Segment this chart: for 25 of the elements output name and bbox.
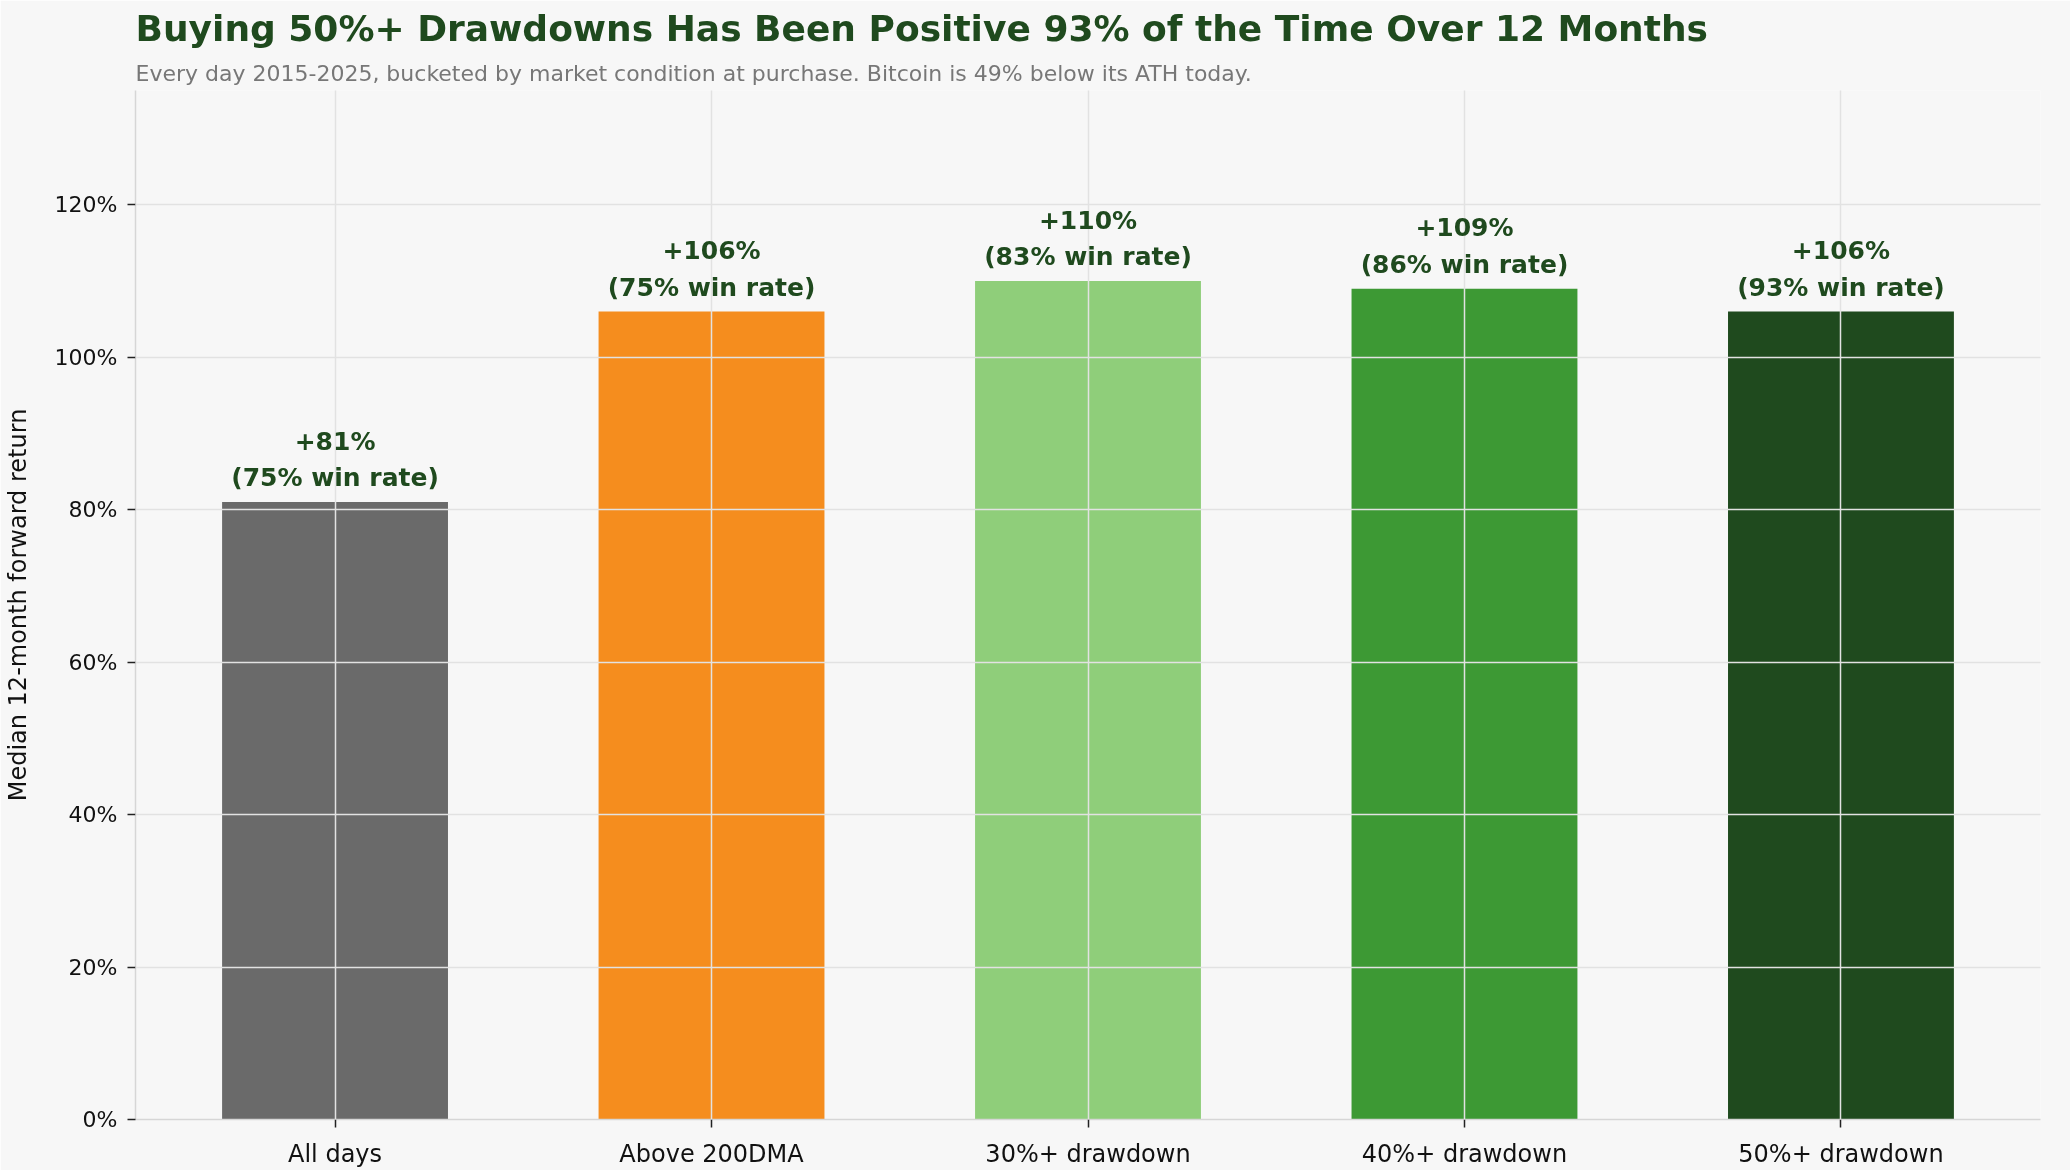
y-tick-label: 100% bbox=[54, 344, 118, 370]
x-tick-label: Above 200DMA bbox=[619, 1139, 805, 1168]
bar bbox=[222, 502, 448, 1120]
data-label: +106% (93% win rate) bbox=[1737, 236, 1945, 302]
x-tick-label: 50%+ drawdown bbox=[1738, 1139, 1944, 1168]
data-label: +81% (75% win rate) bbox=[231, 426, 439, 493]
chart-title: Buying 50%+ Drawdowns Has Been Positive 93% of the Time Over 12 Months bbox=[135, 7, 1709, 49]
y-tick-label: 60% bbox=[68, 649, 118, 675]
chart-subtitle: Every day 2015-2025, bucketed by market condition at purchase. Bitcoin is 49% below its ATH today. bbox=[135, 60, 1252, 86]
bar bbox=[975, 281, 1201, 1120]
y-tick-label: 40% bbox=[68, 802, 118, 828]
bar bbox=[1351, 288, 1578, 1120]
data-label: +110% (83% win rate) bbox=[984, 205, 1192, 272]
y-tick-label: 120% bbox=[54, 192, 118, 218]
x-tick-label: 40%+ drawdown bbox=[1361, 1139, 1568, 1168]
bar bbox=[598, 311, 825, 1120]
y-axis-title: Median 12-month forward return bbox=[3, 408, 32, 802]
y-tick-label: 80% bbox=[68, 497, 118, 523]
data-label: +106% (75% win rate) bbox=[607, 236, 816, 302]
y-tick-label: 0% bbox=[82, 1107, 118, 1132]
y-tick-label: 20% bbox=[68, 954, 118, 980]
x-tick-label: 30%+ drawdown bbox=[985, 1139, 1191, 1168]
bar bbox=[1728, 311, 1954, 1120]
data-label: +109% (86% win rate) bbox=[1360, 213, 1569, 279]
x-tick-label: All days bbox=[288, 1139, 383, 1168]
